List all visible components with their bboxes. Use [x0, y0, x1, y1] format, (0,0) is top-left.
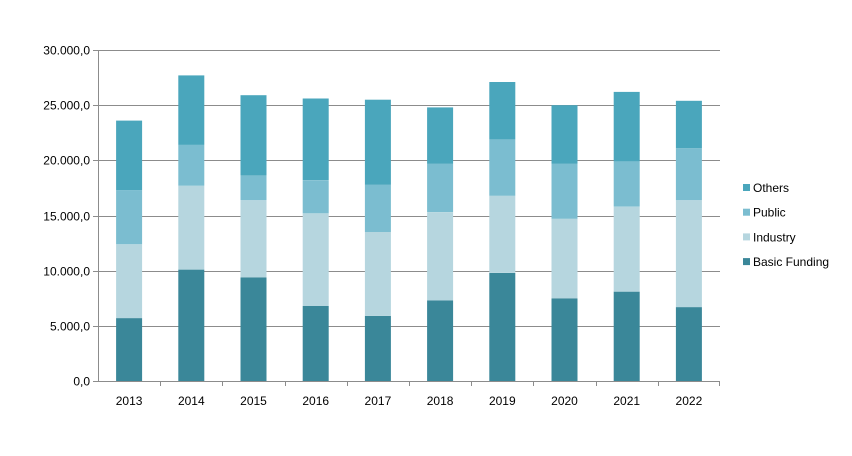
bar-public-2022 [675, 148, 702, 201]
bars [116, 75, 702, 382]
bar-public-2017 [364, 184, 391, 232]
legend-swatch-basic-funding [743, 258, 750, 266]
y-tick-label: 15.000,0 [43, 210, 90, 224]
legend: Others Public Industry Basic Funding [743, 181, 829, 269]
y-tick-label: 20.000,0 [43, 154, 90, 168]
legend-swatch-industry [743, 233, 750, 241]
bar-basic-funding-2016 [302, 306, 329, 381]
bar-others-2013 [116, 120, 143, 191]
x-tick-label: 2021 [613, 394, 640, 408]
bar-basic-funding-2021 [613, 291, 640, 381]
bar-public-2020 [551, 163, 578, 219]
legend-label-others: Others [753, 181, 789, 195]
bar-industry-2018 [427, 212, 454, 301]
y-tick-label: 10.000,0 [43, 265, 90, 279]
bar-others-2019 [489, 82, 516, 140]
y-tick-label: 5.000,0 [50, 320, 90, 334]
bar-basic-funding-2015 [240, 277, 267, 381]
bar-public-2015 [240, 175, 267, 201]
axes: 0,0 5.000,0 10.000,0 15.000,0 20.000,0 25.000… [43, 44, 720, 408]
y-tick-label: 0,0 [73, 375, 90, 389]
y-tick-label: 25.000,0 [43, 99, 90, 113]
x-tick-label: 2016 [302, 394, 329, 408]
bar-others-2018 [427, 107, 454, 164]
bar-public-2016 [302, 180, 329, 214]
bar-basic-funding-2014 [178, 269, 205, 381]
bar-industry-2022 [675, 200, 702, 308]
bar-basic-funding-2020 [551, 298, 578, 382]
x-tick-label: 2013 [116, 394, 143, 408]
bar-others-2014 [178, 75, 205, 145]
legend-label-public: Public [753, 206, 786, 220]
x-tick-label: 2020 [551, 394, 578, 408]
bar-industry-2016 [302, 213, 329, 306]
bar-basic-funding-2022 [675, 307, 702, 381]
bar-industry-2015 [240, 200, 267, 278]
bar-basic-funding-2013 [116, 318, 143, 381]
y-tick-label: 30.000,0 [43, 44, 90, 58]
x-tick-label: 2015 [240, 394, 267, 408]
x-tick-label: 2014 [178, 394, 205, 408]
bar-industry-2020 [551, 218, 578, 299]
legend-label-basic-funding: Basic Funding [753, 255, 829, 269]
x-tick-label: 2018 [427, 394, 454, 408]
bar-public-2013 [116, 190, 143, 245]
x-tick-label: 2019 [489, 394, 516, 408]
bar-industry-2013 [116, 244, 143, 319]
bar-industry-2014 [178, 185, 205, 270]
bar-industry-2019 [489, 195, 516, 273]
bar-public-2019 [489, 139, 516, 196]
bar-basic-funding-2018 [427, 300, 454, 381]
bar-others-2017 [364, 99, 391, 185]
legend-swatch-public [743, 208, 750, 216]
bar-public-2014 [178, 144, 205, 186]
bar-public-2021 [613, 161, 640, 207]
bar-others-2022 [675, 100, 702, 149]
bar-public-2018 [427, 163, 454, 213]
bar-others-2020 [551, 105, 578, 164]
x-tick-label: 2022 [676, 394, 703, 408]
bar-basic-funding-2017 [364, 315, 391, 381]
bar-others-2021 [613, 91, 640, 162]
legend-label-industry: Industry [753, 230, 796, 244]
bar-others-2015 [240, 95, 267, 176]
bar-industry-2017 [364, 232, 391, 316]
bar-basic-funding-2019 [489, 272, 516, 381]
x-tick-label: 2017 [365, 394, 392, 408]
bar-industry-2021 [613, 206, 640, 292]
bar-others-2016 [302, 98, 329, 181]
legend-swatch-others [743, 184, 750, 191]
